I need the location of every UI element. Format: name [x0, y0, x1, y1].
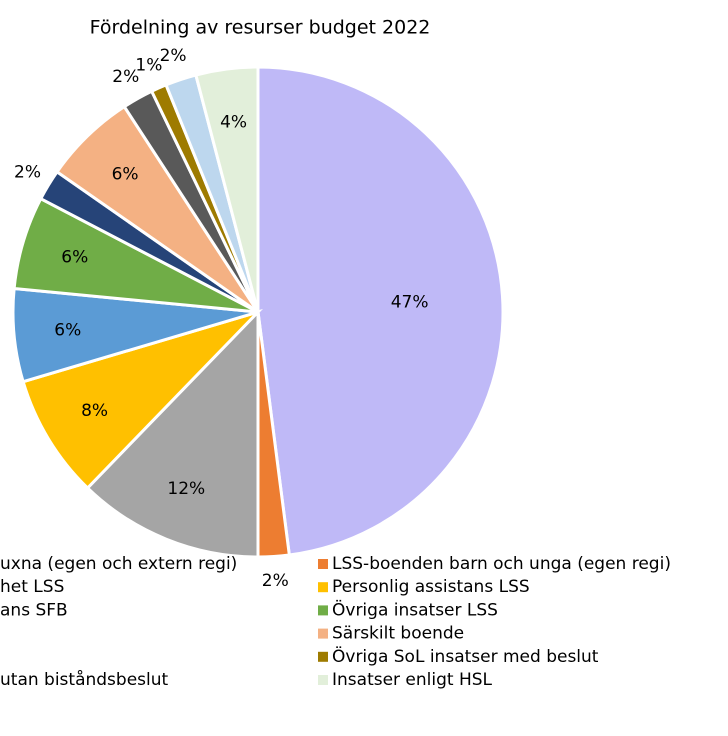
data-label: 1% — [135, 56, 162, 76]
pie-slice — [85, 308, 260, 559]
legend-swatch — [318, 582, 328, 593]
pie-slice — [194, 65, 260, 313]
legend-swatch — [318, 605, 328, 616]
legend-label: ans SFB — [0, 600, 68, 620]
legend-swatch — [318, 628, 328, 639]
legend-swatch — [318, 651, 328, 662]
legend-swatch — [318, 559, 328, 569]
legend-label: Övriga insatser LSS — [332, 598, 498, 620]
legend-label: Övriga SoL insatser med beslut — [332, 645, 599, 667]
data-label: 47% — [391, 292, 429, 312]
data-label: 2% — [112, 67, 139, 87]
data-label: 4% — [220, 112, 247, 132]
data-label: 8% — [81, 401, 108, 421]
pie-slice — [21, 308, 264, 491]
legend-swatch — [318, 675, 328, 685]
data-label: 2% — [160, 46, 187, 66]
legend-label: LSS-boenden barn och unga (egen regi) — [332, 554, 671, 574]
legend-label: uxna (egen och extern regi) — [0, 554, 237, 574]
legend-label: het LSS — [0, 577, 64, 597]
legend-label: Insatser enligt HSL — [332, 670, 493, 690]
data-label: 6% — [54, 320, 81, 340]
data-label: 12% — [167, 479, 205, 499]
data-label: 6% — [112, 165, 139, 185]
legend-label: Personlig assistans LSS — [332, 577, 530, 597]
legend-label: utan biståndsbeslut — [0, 669, 169, 690]
data-label: 2% — [14, 162, 41, 182]
data-label: 6% — [61, 248, 88, 268]
pie-slice — [256, 65, 505, 557]
legend-label: Särskilt boende — [332, 624, 464, 644]
data-label: 2% — [262, 571, 289, 591]
chart-title: Fördelning av resurser budget 2022 — [90, 17, 431, 39]
